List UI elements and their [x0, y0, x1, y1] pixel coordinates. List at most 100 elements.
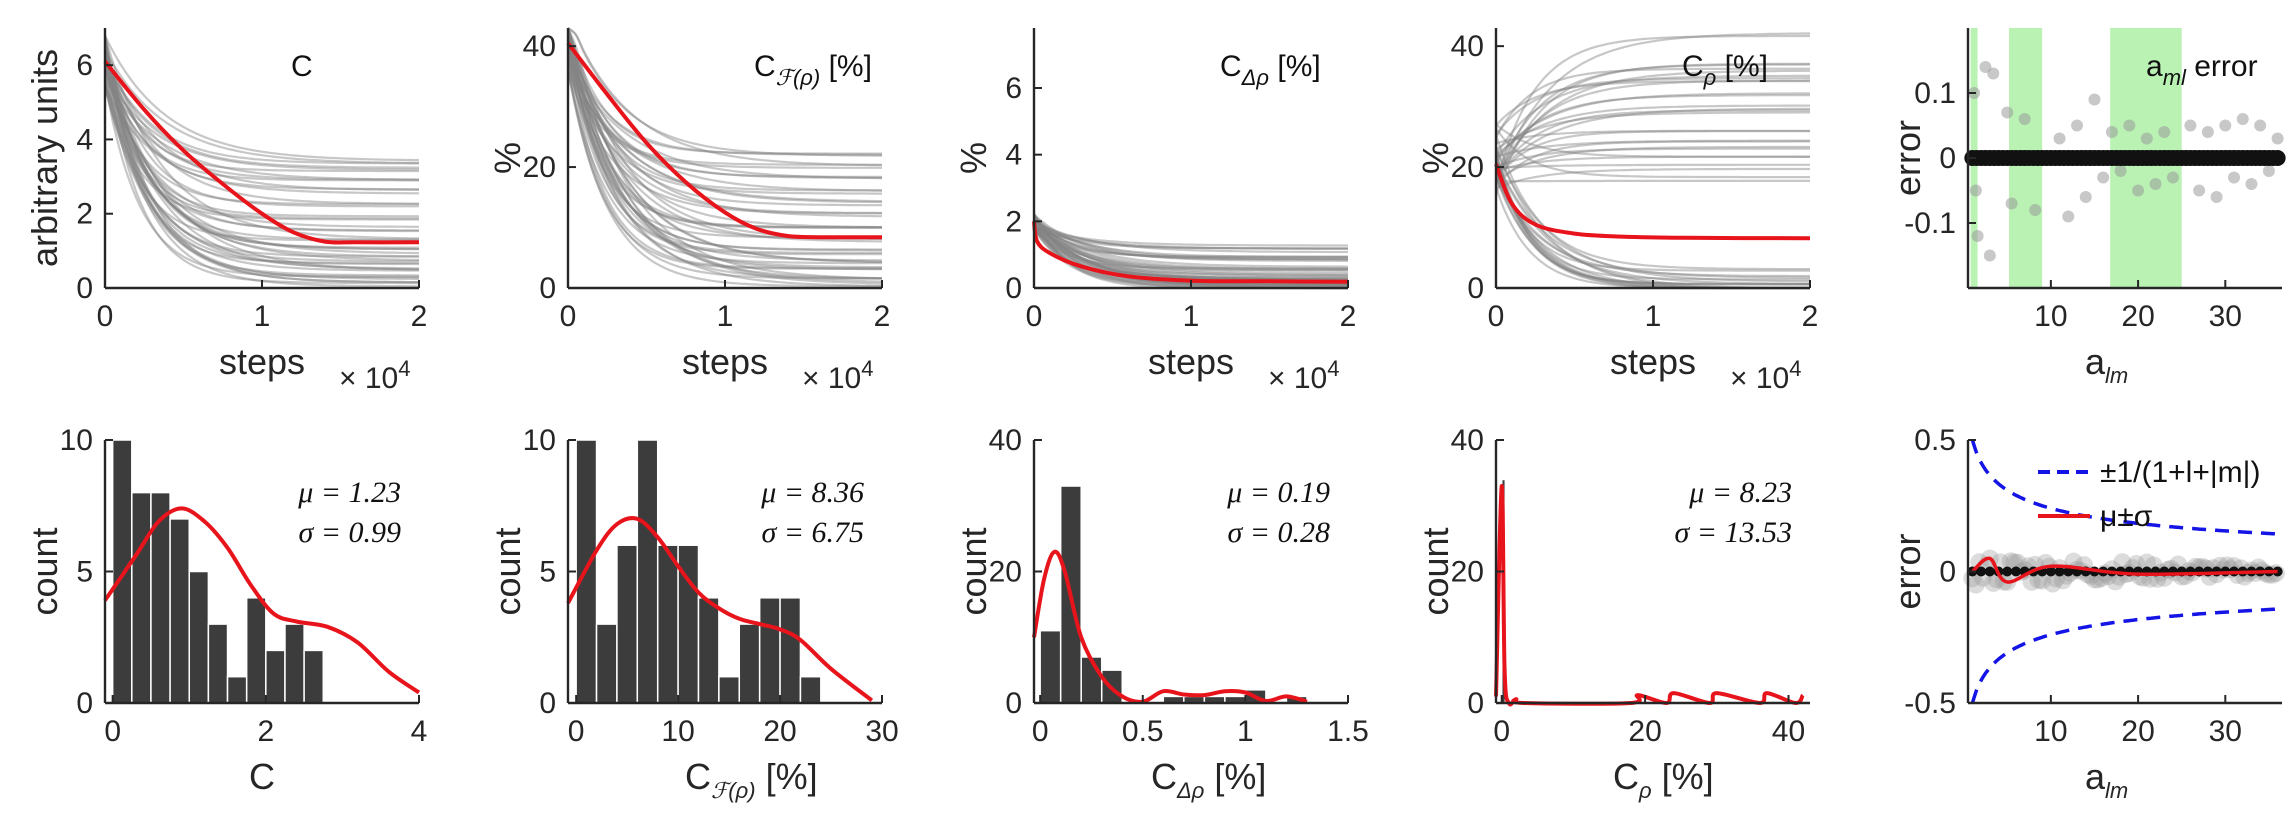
trace-line: [566, 45, 883, 215]
trace-line: [103, 56, 419, 181]
y-tick-label: 2: [76, 198, 93, 231]
trace-line: [1033, 218, 1349, 281]
scatter-point: [2033, 571, 2052, 590]
scatter-point: [2005, 197, 2018, 210]
x-tick-label: 10: [2034, 715, 2067, 748]
y-tick-label: 0: [76, 272, 93, 305]
x-tick-label: 20: [2121, 300, 2154, 333]
trace-line: [103, 48, 419, 233]
trace-line: [1033, 227, 1348, 281]
x-tick-label: 30: [865, 715, 898, 748]
scatter-point: [2137, 553, 2156, 572]
panel-hist-Cdr: μ = 0.19 σ = 0.28 0 0.5 1 1.5 0 20 40 count CΔρ [%…: [953, 424, 1369, 803]
trace-line: [1495, 109, 1810, 178]
scatter-point: [2245, 178, 2258, 190]
hist-bar: [779, 597, 802, 704]
y-axis-label: %: [1415, 142, 1456, 174]
y-tick-label: 6: [76, 49, 93, 82]
trace-line: [1033, 224, 1348, 250]
trace-line: [567, 59, 883, 180]
trace-line: [1033, 228, 1348, 250]
mean-line: [1032, 221, 1349, 284]
trace-line: [1495, 92, 1810, 160]
y-axis-label: error: [1887, 120, 1928, 196]
x-tick-label: 2: [1340, 300, 1357, 333]
x-tick-label: 0: [1493, 715, 1510, 748]
plot-area: [1032, 485, 1308, 704]
x-tick-label: 1.5: [1327, 715, 1369, 748]
x-tick-label: 1: [717, 300, 734, 333]
y-axis-label: arbitrary units: [24, 49, 65, 267]
trace-line: [103, 51, 419, 205]
y-axis-label: count: [487, 527, 528, 615]
trace-line: [103, 34, 419, 249]
plot-area: [1032, 212, 1349, 290]
trace-line: [1494, 62, 1810, 196]
trace-line: [566, 60, 883, 287]
x-tick-label: 0: [1488, 300, 1505, 333]
trace-line: [103, 57, 420, 271]
trace-line: [1495, 107, 1811, 177]
trace-line: [1033, 216, 1348, 270]
x-exponent-label: × 104: [1730, 356, 1801, 395]
scatter-point: [2254, 119, 2267, 132]
trace-line: [104, 72, 420, 171]
trace-line: [1033, 220, 1349, 268]
trace-line: [1494, 153, 1810, 286]
trace-line: [1495, 104, 1810, 157]
scatter-point: [2106, 572, 2125, 591]
y-tick-label: 0.5: [1914, 424, 1956, 457]
trace-line: [1495, 167, 1810, 190]
hist-bar: [595, 623, 618, 704]
trace-line: [566, 27, 882, 192]
scatter-point: [2001, 552, 2020, 571]
x-axis-label: steps: [682, 341, 768, 382]
trace-line: [103, 35, 420, 240]
trace-line: [1033, 223, 1348, 258]
trace-line: [566, 53, 882, 255]
y-tick-label: 40: [1451, 30, 1484, 63]
scatter-point: [2140, 132, 2153, 145]
trace-line: [567, 27, 882, 157]
trace-line: [103, 83, 419, 221]
scatter-point: [2193, 184, 2206, 197]
x-axis-label: Cℱ(ρ) [%]: [685, 756, 818, 803]
trace-line: [103, 36, 419, 284]
x-tick-label: 1: [254, 300, 271, 333]
trace-line: [104, 86, 420, 195]
trace-line: [104, 58, 419, 169]
trace-line: [1495, 129, 1810, 145]
y-tick-label: 5: [539, 556, 556, 589]
trace-line: [1033, 219, 1348, 250]
panel-title: C: [291, 50, 313, 83]
trace-line: [566, 60, 883, 203]
panel-title: CΔρ [%]: [1220, 50, 1321, 90]
trace-line: [566, 33, 883, 285]
trace-line: [1495, 139, 1810, 158]
y-tick-label: 20: [1451, 556, 1484, 589]
trace-line: [1495, 74, 1810, 156]
scatter-point: [2184, 119, 2197, 132]
trace-line: [1033, 217, 1348, 275]
trace-line: [103, 80, 420, 280]
trace-line: [103, 50, 419, 173]
trace-line: [1033, 228, 1348, 270]
scatter-point: [2029, 204, 2042, 216]
panel-trace-Cdr: × 104 0 1 2 0 2 4 6% steps CΔρ [%]: [953, 28, 1356, 395]
hist-bar: [207, 623, 229, 704]
trace-line: [1495, 79, 1811, 180]
trace-line: [566, 27, 882, 230]
y-tick-label: 40: [523, 30, 556, 63]
x-tick-label: 30: [2209, 715, 2242, 748]
scatter-point: [2236, 113, 2249, 125]
y-tick-label: -0.5: [1904, 687, 1956, 720]
x-axis-label: steps: [219, 341, 305, 382]
x-tick-label: 10: [661, 715, 694, 748]
x-tick-label: 40: [1772, 715, 1805, 748]
hist-bar: [697, 597, 720, 704]
hist-bar: [303, 649, 325, 704]
scatter-point: [2022, 572, 2041, 591]
plot-area: [103, 34, 420, 288]
